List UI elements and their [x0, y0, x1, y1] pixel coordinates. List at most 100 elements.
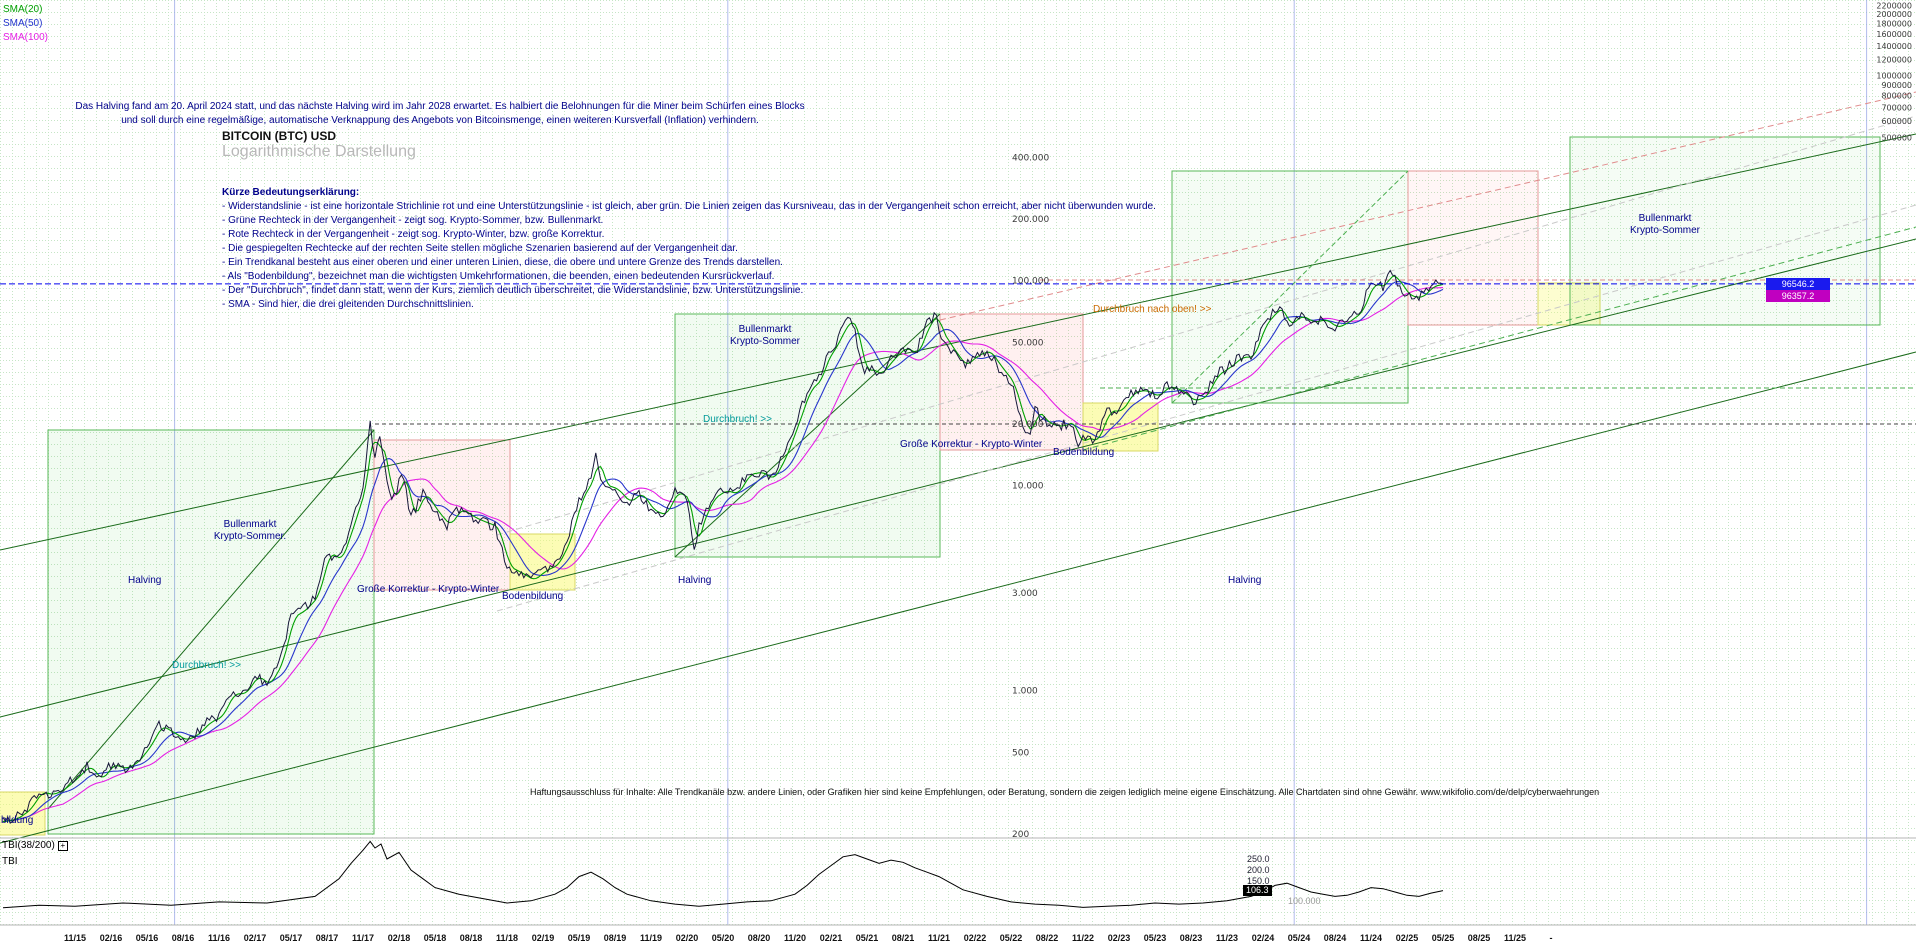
- halving-label-2024: Halving: [1228, 575, 1262, 586]
- explanation-line: - SMA - Sind hier, die drei gleitenden D…: [222, 299, 474, 310]
- sma100-legend-label: SMA(100): [3, 32, 49, 43]
- x-axis-label: -: [1549, 933, 1553, 943]
- y-axis-label: 10.000: [1012, 482, 1044, 492]
- explanation-line: - Rote Rechteck in der Vergangenheit - z…: [222, 229, 605, 240]
- cycle-trend-2017: [47, 429, 375, 810]
- indicator-name: TBI(38/200) +: [2, 840, 68, 851]
- x-axis-label: 11/18: [495, 933, 519, 943]
- trend-channel-top: [0, 133, 1916, 551]
- y-axis-label: 100.000: [1012, 277, 1049, 287]
- sma-price-badge: 96357.2: [1766, 290, 1830, 302]
- resistance-diagonal: [939, 91, 1916, 321]
- y-axis-label-top: 1200000: [1876, 55, 1912, 64]
- cycle-trend-2021: [674, 313, 941, 558]
- x-axis-label: 02/19: [531, 933, 555, 943]
- y-axis-label-top: 800000: [1881, 92, 1912, 101]
- sma-legend: SMA(20) SMA(50) SMA(100): [3, 3, 48, 45]
- x-axis-label: 08/19: [603, 933, 627, 943]
- x-axis-label: 02/23: [1107, 933, 1131, 943]
- explanation-block: Kürze Bedeutungserklärung: - Widerstands…: [222, 186, 1156, 312]
- mirrored-channel-2: [496, 204, 1916, 612]
- sma-line: [2, 281, 1444, 823]
- bull-market-label-scenario: Bullenmarkt Krypto-Sommer: [1629, 213, 1700, 236]
- grid: [0, 0, 1916, 925]
- breakout-label-2016: Durchbruch! >>: [172, 660, 241, 671]
- x-axis-label: 11/21: [927, 933, 951, 943]
- halving-label-2016: Halving: [128, 575, 162, 586]
- disclaimer: Haftungsausschluss für Inhalte: Alle Tre…: [530, 787, 1600, 797]
- mirrored-channel-1: [496, 115, 1916, 536]
- y-axis-label: 500: [1012, 748, 1029, 758]
- explanation-line: - Ein Trendkanal besteht aus einer obere…: [222, 257, 783, 268]
- x-axis-label: 02/22: [963, 933, 987, 943]
- x-axis-label: 08/16: [171, 933, 195, 943]
- correction-label-2018: Große Korrektur - Krypto-Winter: [357, 584, 500, 595]
- explanation-line: - Widerstandslinie - ist eine horizontal…: [222, 201, 1156, 212]
- y-axis-label-top: 2000000: [1876, 10, 1912, 19]
- indicator-scale-label: 200.0: [1247, 865, 1270, 875]
- expand-icon[interactable]: +: [57, 841, 68, 851]
- x-axis-label: 05/22: [999, 933, 1023, 943]
- indicator-scale-label: 250.0: [1247, 854, 1270, 864]
- y-axis-label-top: 500000: [1881, 133, 1912, 142]
- x-axis-label: 08/25: [1467, 933, 1491, 943]
- x-axis-label: 11/20: [783, 933, 807, 943]
- sma20-legend-label: SMA(20): [3, 4, 43, 15]
- y-axis-label: 20.000: [1012, 420, 1044, 430]
- scenario-box-red-outline: [1407, 170, 1539, 326]
- bull-market-label-2017: Bullenmarkt Krypto-Sommer.: [213, 519, 287, 542]
- scenario-trend: [1171, 170, 1409, 404]
- breakout-label-2020: Durchbruch! >>: [703, 414, 772, 425]
- y-axis-label: 3.000: [1012, 589, 1038, 599]
- bottom-formation-label-partial: bildung: [1, 815, 34, 826]
- x-axis-label: 08/22: [1035, 933, 1059, 943]
- x-axis-label: 11/24: [1359, 933, 1383, 943]
- y-axis-label-top: 2200000: [1876, 2, 1912, 11]
- chart-title: BITCOIN (BTC) USD: [222, 129, 336, 143]
- y-axis-label: 1.000: [1012, 687, 1038, 697]
- halving-note-line2: und soll durch eine regelmäßige, automat…: [121, 115, 759, 126]
- halving-note: Das Halving fand am 20. April 2024 statt…: [50, 100, 830, 128]
- halving-label-2020: Halving: [678, 575, 712, 586]
- scenario-box-red: [939, 313, 1084, 451]
- halving-note-line1: Das Halving fand am 20. April 2024 statt…: [75, 101, 805, 112]
- x-axis-label: 11/19: [639, 933, 663, 943]
- indicator-value-badge: 106.3: [1243, 885, 1272, 896]
- x-axis-label: 02/25: [1395, 933, 1419, 943]
- x-axis-label: 05/20: [711, 933, 735, 943]
- x-axis-label: 08/18: [459, 933, 483, 943]
- x-axis-label: 05/18: [423, 933, 447, 943]
- x-axis-label: 02/16: [99, 933, 123, 943]
- x-axis-label: 02/21: [819, 933, 843, 943]
- y-axis-label: 50.000: [1012, 338, 1044, 348]
- x-axis-label: 05/16: [135, 933, 159, 943]
- y-axis-label-top: 700000: [1881, 103, 1912, 112]
- y-axis-label-top: 600000: [1881, 117, 1912, 126]
- bottom-formation-label-2023: Bodenbildung: [1053, 447, 1115, 458]
- trend-channel-mid: [0, 238, 1916, 718]
- correction-label-2022: Große Korrektur - Krypto-Winter: [900, 439, 1043, 450]
- explanation-title: Kürze Bedeutungserklärung:: [222, 187, 360, 198]
- explanation-line: - Grüne Rechteck in der Vergangenheit - …: [222, 215, 604, 226]
- bottom-formation-label-2019: Bodenbildung: [502, 591, 564, 602]
- y-axis-label-top: 1400000: [1876, 42, 1912, 51]
- indicator-name-label: TBI(38/200): [2, 840, 55, 851]
- indicator-extra-label: 100.000: [1288, 896, 1321, 906]
- scenario-box-green: [47, 429, 375, 835]
- support-diagonal: [1082, 226, 1916, 451]
- chart-subtitle: Logarithmische Darstellung: [222, 143, 416, 160]
- x-axis-label: 05/21: [855, 933, 879, 943]
- x-axis-label: 05/25: [1431, 933, 1455, 943]
- trend-channel-bottom: [0, 351, 1916, 844]
- y-axis-label: 200: [1012, 830, 1029, 840]
- x-axis-label: 08/20: [747, 933, 771, 943]
- x-axis-label: 11/16: [207, 933, 231, 943]
- x-axis-label: 11/25: [1503, 933, 1527, 943]
- explanation-line: - Als "Bodenbildung", bezeichnet man die…: [222, 271, 775, 282]
- x-axis-label: 11/22: [1071, 933, 1095, 943]
- y-axis-label-top: 1600000: [1876, 30, 1912, 39]
- sma-line: [2, 275, 1444, 823]
- indicator-scale-label: 150.0: [1247, 876, 1270, 886]
